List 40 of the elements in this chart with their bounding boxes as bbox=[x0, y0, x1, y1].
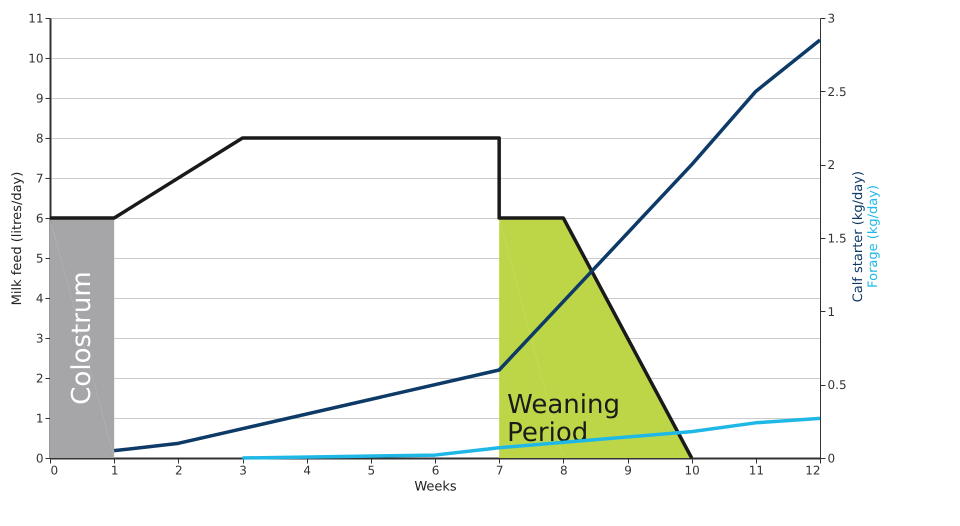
x-tick-label: 8 bbox=[560, 464, 568, 478]
x-tick-label: 9 bbox=[624, 464, 632, 478]
y2-tick-label: 2 bbox=[828, 158, 836, 172]
y2-tick-label: 0 bbox=[828, 452, 836, 466]
y-tick-label: 4 bbox=[36, 292, 44, 306]
y-tick-label: 9 bbox=[36, 92, 44, 106]
x-tick-label: 7 bbox=[496, 464, 504, 478]
x-tick-label: 11 bbox=[748, 464, 764, 478]
annotation: Weaning Period bbox=[507, 390, 620, 448]
x-tick-label: 6 bbox=[432, 464, 440, 478]
x-tick-label: 5 bbox=[368, 464, 376, 478]
y-tick-label: 3 bbox=[36, 332, 44, 346]
y-tick-label: 0 bbox=[36, 452, 44, 466]
y-tick-label: 8 bbox=[36, 132, 44, 146]
y-tick-label: 6 bbox=[36, 212, 44, 226]
x-tick-label: 1 bbox=[110, 464, 118, 478]
line-series bbox=[240, 416, 822, 460]
y2-tick-label: 0.5 bbox=[828, 378, 847, 392]
y-tick-label: 11 bbox=[28, 12, 44, 26]
y-axis-title: Milk feed (litres/day) bbox=[10, 172, 26, 306]
text: Forage (kg/day) bbox=[866, 185, 881, 288]
x-tick-label: 3 bbox=[239, 464, 247, 478]
y2-tick-label: 3 bbox=[828, 12, 836, 26]
y2-tick-label: 2.5 bbox=[828, 84, 847, 99]
x-tick-label: 0 bbox=[50, 464, 58, 478]
annotation: Colostrum bbox=[67, 271, 98, 405]
y-tick-label: 1 bbox=[36, 412, 44, 426]
x-axis-title: Weeks bbox=[414, 480, 457, 494]
y2-tick-label: 1.5 bbox=[828, 232, 847, 246]
y2-tick-label: 1 bbox=[828, 304, 836, 319]
x-tick-label: 10 bbox=[684, 464, 700, 478]
line-series bbox=[112, 38, 822, 452]
x-tick-label: 2 bbox=[175, 464, 183, 478]
x-tick-label: 12 bbox=[805, 464, 820, 478]
y-tick-label: 7 bbox=[36, 172, 44, 186]
x-tick-label: 4 bbox=[303, 464, 311, 478]
y-tick-label: 2 bbox=[36, 372, 44, 386]
text: Calf starter (kg/day) bbox=[851, 170, 866, 302]
y-tick-label: 10 bbox=[28, 52, 44, 66]
y-tick-label: 5 bbox=[36, 252, 44, 266]
